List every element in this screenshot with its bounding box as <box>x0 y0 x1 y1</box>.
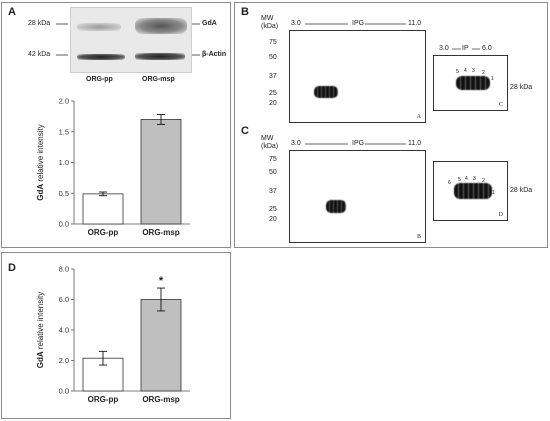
chart-a-y-tick-label: 1.5 <box>59 127 69 136</box>
blot-band-gda-1 <box>77 23 121 31</box>
chart-d-y-tick-label: 0.0 <box>59 387 69 396</box>
gel-c-mw-50: 50 <box>269 169 277 176</box>
blot-band-actin-1 <box>77 54 125 60</box>
inset-c-kda: 28 kDa <box>510 84 533 91</box>
chart-a-category-label: ORG-msp <box>142 228 179 237</box>
chart-a-bar <box>82 193 124 225</box>
inset-d-spot-6: 6 <box>448 180 451 186</box>
gel-c-mw-37: 37 <box>269 188 277 195</box>
inset-d-spot-1: 1 <box>492 190 495 196</box>
blot-lane-org-pp: ORG-pp <box>86 76 113 83</box>
gel-b-mw-50: 50 <box>269 54 277 61</box>
bar-chart-a: 0.0 0.5 1.0 1.5 2.0 ORG-pp ORG-msp GdA relative… <box>36 97 190 237</box>
gel-c-corner-label: B <box>416 234 421 240</box>
gel-b-corner-label: A <box>416 114 421 120</box>
gel-c-mw-unit: (kDa) <box>261 143 279 150</box>
gel-b-mw-25: 25 <box>269 90 277 97</box>
panel-b-label: B <box>241 6 249 18</box>
gel-b-image: A <box>289 30 426 123</box>
blot-band-gda-2 <box>135 18 187 34</box>
panel-a: A 28 kDa 42 kDa GdA β-Actin ORG-pp ORG-m… <box>1 2 231 248</box>
chart-d-significance-marker: * <box>159 275 164 287</box>
chart-a-bar <box>140 119 182 225</box>
chart-a-category-label: ORG-pp <box>88 228 119 237</box>
chart-d-category-label: ORG-pp <box>88 395 119 404</box>
gel-b-mw: MW <box>261 15 274 22</box>
chart-d-y-tick-label: 4.0 <box>59 326 69 335</box>
panel-a-label: A <box>8 6 16 18</box>
chart-d-category-label: ORG-msp <box>142 395 179 404</box>
inset-d-spot-5: 5 <box>458 177 461 183</box>
panel-bc: B C MW (kDa) 3.0 IPG 11.0 75 50 37 25 20… <box>234 2 548 248</box>
gel-c-ipg-start: 3.0 <box>291 140 301 147</box>
chart-a-y-tick-label: 0.5 <box>59 189 69 198</box>
chart-a-y-axis-label-text: relative intensity <box>36 124 45 184</box>
ipg-lines <box>305 23 480 145</box>
bar-chart-d: 0.0 2.0 4.0 6.0 8.0 ORG-pp ORG-msp * GdA relativ… <box>36 265 190 404</box>
gel-b-ipg-label: IPG <box>352 20 365 27</box>
panel-d-label: D <box>8 262 16 274</box>
chart-d-y-tick-label: 6.0 <box>59 295 69 304</box>
panel-d: D 0.0 2.0 4.0 6.0 8.0 ORG-pp ORG-msp * GdA relat… <box>1 252 231 419</box>
chart-a-y-axis-label: GdA relative intensity <box>36 124 45 200</box>
gel-c-image: B <box>289 150 426 243</box>
gel-c-mw-20: 20 <box>269 216 277 223</box>
gel-c-ipg-end: 11.0 <box>408 140 422 147</box>
blot-kda-42: 42 kDa <box>28 51 51 58</box>
chart-d-bar <box>140 299 182 392</box>
inset-c-spot-2: 2 <box>482 70 485 76</box>
gel-c-mw-25: 25 <box>269 206 277 213</box>
inset-d-image: 6 5 4 3 2 1 D <box>433 161 508 221</box>
inset-d-corner-label: D <box>498 212 503 218</box>
inset-c-spot-5: 5 <box>456 69 459 75</box>
blot-band-actin-2 <box>135 53 185 60</box>
gel-b-ipg-end: 11.0 <box>408 20 422 27</box>
inset-c-spot-1: 1 <box>491 76 494 82</box>
inset-c-spot-3: 3 <box>472 68 475 74</box>
chart-d-y-tick-label: 8.0 <box>59 265 69 274</box>
inset-d-kda: 28 kDa <box>510 187 533 194</box>
inset-c-corner-label: C <box>498 102 503 108</box>
chart-a-y-tick-label: 2.0 <box>59 97 69 106</box>
gel-b-mw-unit: (kDa) <box>261 23 279 30</box>
gel-b-mw-37: 37 <box>269 73 277 80</box>
chart-d-y-axis-label: GdA relative intensity <box>36 292 45 368</box>
chart-a-y-tick-label: 0.0 <box>59 220 69 229</box>
blot-label-actin: β-Actin <box>202 51 227 58</box>
inset-d-spot-2: 2 <box>482 178 485 184</box>
inset-c-ip-end: 6.0 <box>482 45 492 52</box>
panel-c-label: C <box>241 125 249 137</box>
chart-d-y-axis-label-text: relative intensity <box>36 292 45 352</box>
western-blot <box>70 7 192 73</box>
gel-c-spots <box>326 200 346 213</box>
gel-b-spots <box>314 86 338 98</box>
inset-c-spots <box>456 76 490 90</box>
chart-d-y-axis-label-gene: GdA <box>36 351 45 368</box>
inset-d-spot-3: 3 <box>473 176 476 182</box>
inset-c-spot-4: 4 <box>464 68 467 74</box>
chart-a-y-axis-label-gene: GdA <box>36 184 45 201</box>
chart-a-y-tick-label: 1.0 <box>59 158 69 167</box>
inset-d-spots <box>454 183 492 199</box>
gel-b-mw-20: 20 <box>269 100 277 107</box>
blot-label-gda: GdA <box>202 20 217 27</box>
inset-c-ip-start: 3.0 <box>439 45 449 52</box>
gel-c-mw: MW <box>261 135 274 142</box>
blot-marker-lines <box>56 23 200 56</box>
inset-d-spot-4: 4 <box>465 176 468 182</box>
inset-c-image: 5 4 3 2 1 C <box>433 55 508 111</box>
gel-b-ipg-start: 3.0 <box>291 20 301 27</box>
gel-c-mw-75: 75 <box>269 156 277 163</box>
blot-lane-org-msp: ORG-msp <box>142 76 175 83</box>
inset-c-ip-label: IP <box>462 45 469 52</box>
gel-c-ipg-label: IPG <box>352 140 365 147</box>
chart-d-bar <box>82 357 124 392</box>
blot-kda-28: 28 kDa <box>28 20 51 27</box>
gel-b-mw-75: 75 <box>269 39 277 46</box>
chart-d-y-tick-label: 2.0 <box>59 356 69 365</box>
